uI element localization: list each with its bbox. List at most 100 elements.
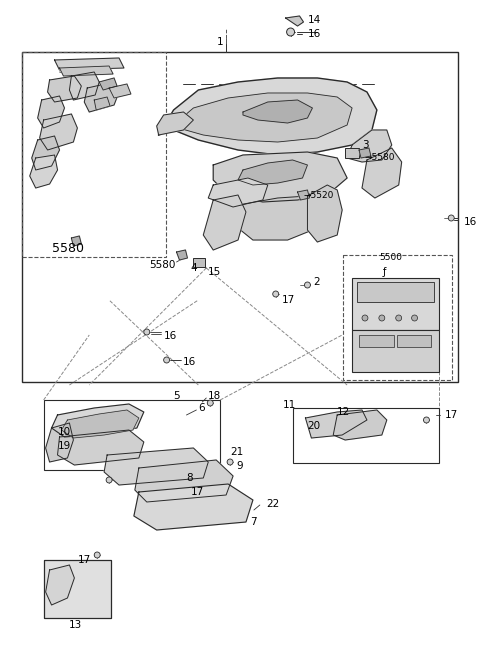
Text: 13: 13 [69,620,82,630]
Circle shape [227,459,233,465]
Bar [44,400,220,470]
Text: 3: 3 [362,140,369,150]
Polygon shape [94,97,110,110]
Text: 17: 17 [444,410,457,420]
Circle shape [94,552,100,558]
Text: 17: 17 [77,555,91,565]
Text: 16: 16 [464,217,478,227]
Polygon shape [159,78,377,155]
Polygon shape [298,190,310,200]
Polygon shape [208,178,268,207]
Polygon shape [58,430,144,465]
Polygon shape [333,410,387,440]
Polygon shape [99,78,117,90]
Text: 12: 12 [337,407,350,417]
Text: 16: 16 [182,357,196,367]
Circle shape [287,28,295,36]
Polygon shape [30,155,58,188]
Text: 9: 9 [236,461,243,471]
Polygon shape [308,185,342,242]
Polygon shape [135,460,233,502]
Polygon shape [238,196,317,240]
Polygon shape [46,565,74,605]
Polygon shape [362,148,402,198]
Polygon shape [72,236,81,246]
Text: 21: 21 [230,447,243,457]
Polygon shape [347,130,392,162]
Text: 18: 18 [208,391,222,401]
Text: 10: 10 [58,427,71,437]
Polygon shape [177,250,188,260]
Polygon shape [84,82,119,112]
Polygon shape [32,136,60,170]
Bar [22,52,166,257]
Text: 17: 17 [191,487,204,497]
Text: 20: 20 [308,421,321,431]
Text: 5580: 5580 [149,260,175,270]
Bar [396,335,432,347]
Bar [193,258,205,267]
Polygon shape [134,484,253,530]
Polygon shape [55,58,124,70]
Bar [352,330,439,372]
Polygon shape [238,160,308,185]
Bar [359,335,394,347]
Text: 4: 4 [191,263,197,273]
Polygon shape [38,96,64,128]
Circle shape [379,315,385,321]
Text: 5500: 5500 [379,253,402,262]
Circle shape [273,291,279,297]
Bar [22,52,458,382]
Text: 14: 14 [308,15,321,25]
Polygon shape [60,66,113,76]
Circle shape [207,400,213,406]
Text: 5580: 5580 [51,242,84,255]
Circle shape [164,357,169,363]
Polygon shape [204,195,246,250]
Polygon shape [174,93,352,142]
Text: 7: 7 [251,517,257,527]
Circle shape [106,477,112,483]
Text: 19: 19 [58,441,71,451]
Text: →5580: →5580 [365,154,396,163]
Text: 1: 1 [217,37,224,47]
Polygon shape [61,410,139,438]
Text: 6: 6 [198,403,205,413]
Circle shape [396,315,402,321]
Bar [293,408,439,463]
Bar [345,148,359,158]
Bar [343,255,452,380]
Polygon shape [109,84,131,98]
Polygon shape [40,114,77,150]
Text: 8: 8 [186,473,193,483]
Text: 16: 16 [164,331,177,341]
Text: 11: 11 [283,400,296,410]
Polygon shape [305,410,367,438]
Polygon shape [51,404,144,437]
Text: 5: 5 [173,391,180,401]
Text: 22: 22 [266,499,279,509]
Polygon shape [104,448,208,485]
Text: 2: 2 [313,277,320,287]
Polygon shape [286,16,303,26]
Circle shape [411,315,418,321]
Text: 16: 16 [308,29,321,39]
Text: →5520: →5520 [303,192,334,200]
Circle shape [448,215,454,221]
Bar [44,560,111,618]
Text: 17: 17 [282,295,295,305]
Text: ƒ: ƒ [383,267,386,277]
Polygon shape [48,76,81,102]
Circle shape [362,315,368,321]
Bar [352,278,439,330]
Circle shape [304,282,311,288]
Polygon shape [359,148,371,158]
Polygon shape [70,72,99,100]
Polygon shape [213,152,347,202]
Text: 15: 15 [208,267,222,277]
Bar [357,282,434,302]
Polygon shape [156,112,193,135]
Polygon shape [46,423,73,462]
Circle shape [423,417,430,423]
Polygon shape [243,100,312,123]
